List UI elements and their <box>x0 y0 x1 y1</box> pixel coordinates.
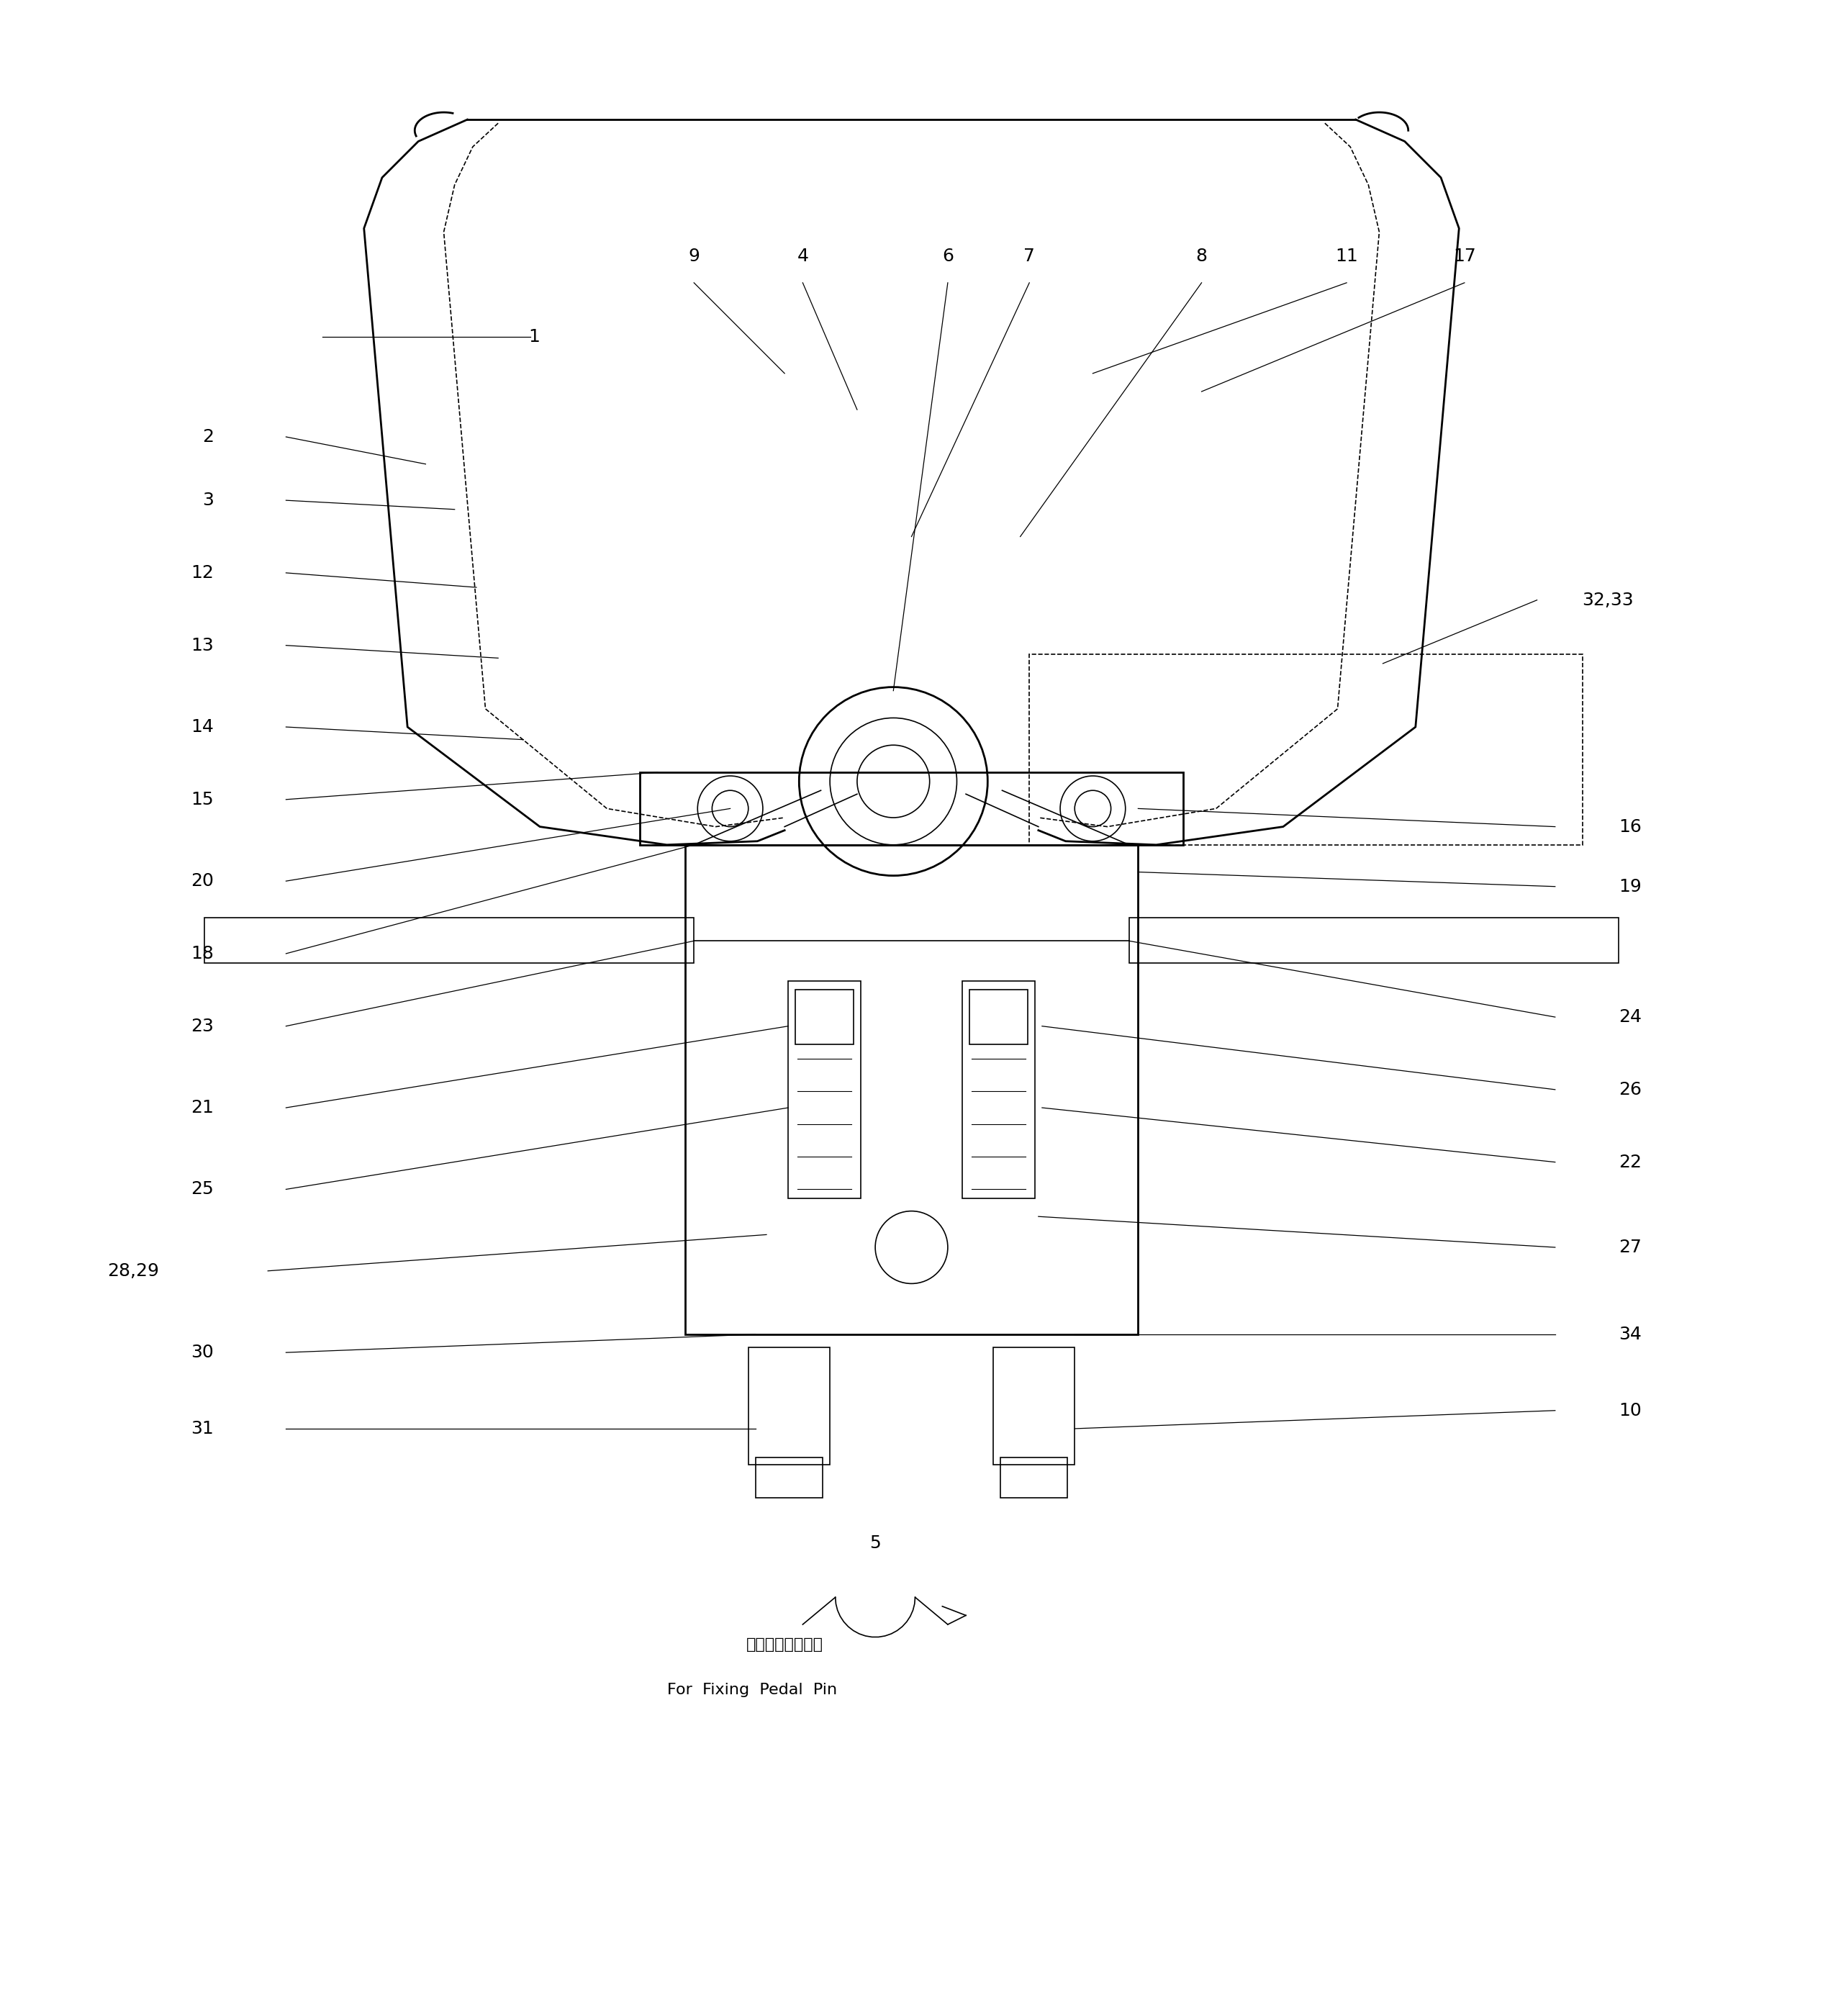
Text: 10: 10 <box>1619 1401 1641 1419</box>
Text: 21: 21 <box>191 1099 213 1117</box>
Text: 23: 23 <box>191 1018 213 1034</box>
Text: 2: 2 <box>202 427 213 446</box>
Text: 8: 8 <box>1196 248 1207 264</box>
Text: 5: 5 <box>870 1534 881 1552</box>
Text: 15: 15 <box>191 790 213 808</box>
Text: 16: 16 <box>1619 818 1641 835</box>
Text: 9: 9 <box>689 248 700 264</box>
Bar <box>788 982 860 1198</box>
Bar <box>747 1347 829 1466</box>
Text: For  Fixing  Pedal  Pin: For Fixing Pedal Pin <box>667 1683 837 1697</box>
Bar <box>994 1347 1076 1466</box>
Text: 30: 30 <box>191 1345 213 1361</box>
Text: 7: 7 <box>1025 248 1035 264</box>
Bar <box>1128 917 1619 964</box>
Text: 28,29: 28,29 <box>108 1262 159 1280</box>
Text: 34: 34 <box>1619 1327 1641 1343</box>
Text: 20: 20 <box>191 873 213 889</box>
Text: 14: 14 <box>191 718 213 736</box>
Bar <box>1001 1458 1068 1498</box>
Bar <box>795 990 853 1044</box>
Text: 12: 12 <box>191 564 213 581</box>
Text: 13: 13 <box>191 637 213 653</box>
Text: 6: 6 <box>942 248 953 264</box>
Text: 4: 4 <box>797 248 808 264</box>
Bar <box>204 917 695 964</box>
Bar <box>755 1458 822 1498</box>
Text: 11: 11 <box>1334 248 1358 264</box>
Bar <box>685 845 1138 1335</box>
Text: 18: 18 <box>191 946 213 962</box>
Text: ペダルピン固定用: ペダルピン固定用 <box>746 1637 824 1651</box>
Bar <box>970 990 1028 1044</box>
Text: 24: 24 <box>1619 1008 1641 1026</box>
Text: 26: 26 <box>1619 1081 1641 1099</box>
Text: 31: 31 <box>191 1419 213 1437</box>
Text: 19: 19 <box>1619 877 1641 895</box>
Text: 1: 1 <box>529 329 540 347</box>
Bar <box>963 982 1035 1198</box>
Text: 27: 27 <box>1619 1238 1641 1256</box>
Text: 17: 17 <box>1453 248 1477 264</box>
Text: 32,33: 32,33 <box>1582 591 1633 609</box>
Text: 3: 3 <box>202 492 213 508</box>
Text: 22: 22 <box>1619 1153 1641 1171</box>
Text: 25: 25 <box>191 1181 213 1198</box>
Bar <box>640 772 1183 845</box>
